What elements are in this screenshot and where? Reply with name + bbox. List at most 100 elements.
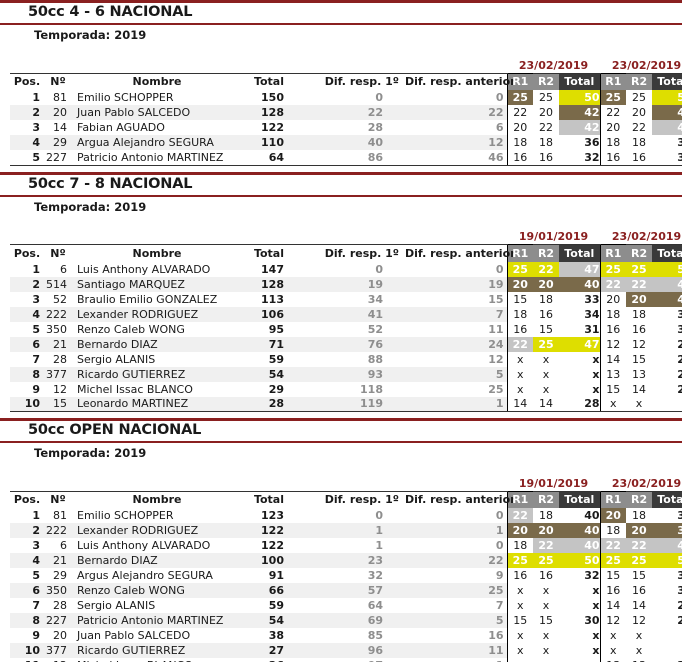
cell-diff-previous: 11 — [488, 322, 504, 336]
cell-race-r1: x — [506, 658, 533, 662]
cell-race-total: x — [652, 643, 682, 658]
spacer — [0, 460, 682, 474]
cell-race-r2: 20 — [533, 523, 559, 538]
cell-position: 1 — [32, 91, 40, 104]
cell-rider-name: Ricardo GUTIERREZ — [72, 366, 242, 382]
table-row[interactable]: 5 29 Argus Alejandro SEGURA 91 32 9 16 16 32 15 15… — [10, 568, 682, 583]
cell-race-r2: x — [542, 599, 550, 612]
cell-race-total: 34 — [584, 307, 600, 321]
cell-diff-first: 69 — [300, 613, 405, 628]
cell-rider-name: Juan Pablo SALCEDO — [77, 629, 191, 642]
category-title-bar: 50cc 4 - 6 NACIONAL — [0, 0, 682, 25]
col-header-r1: R1 — [506, 490, 533, 508]
season-label: Temporada: 2019 — [34, 446, 147, 460]
standings-table: 19/01/201923/02/201916/03/2019Pos.NºNomb… — [10, 474, 682, 662]
col-header-num: Nº — [44, 490, 72, 508]
col-header-difa: Dif. resp. anterior — [405, 244, 516, 262]
cell-race-r1: 22 — [506, 105, 533, 120]
cell-race-r1: 22 — [599, 276, 627, 292]
cell-race-r2: 16 — [632, 584, 647, 597]
cell-diff-previous: 22 — [405, 105, 507, 120]
cell-race-r1: 22 — [506, 336, 533, 352]
cell-race-r1: 25 — [506, 261, 533, 277]
cell-race-r2: 25 — [533, 336, 559, 352]
col-header-pos: Pos. — [10, 72, 44, 90]
cell-rider-name: Michel Issac BLANCO — [72, 658, 242, 662]
cell-rider-number: 20 — [44, 105, 72, 120]
col-header-pos: Pos. — [10, 244, 44, 262]
col-header-r1: R1 — [506, 244, 533, 262]
cell-position: 2 — [10, 523, 44, 538]
cell-race-total: x — [652, 628, 682, 643]
cell-race-total: 50 — [559, 553, 601, 568]
cell-diff-previous: 15 — [488, 292, 504, 306]
cell-race-r1: x — [599, 643, 627, 658]
cell-total-points: 122 — [261, 539, 284, 552]
cell-race-r1: 20 — [506, 276, 533, 292]
cell-race-r1: 16 — [506, 321, 533, 337]
cell-race-r1: 13 — [599, 366, 627, 382]
category-title-bar: 50cc OPEN NACIONAL — [0, 418, 682, 443]
table-row[interactable]: 8 227 Patricio Antonio MARTINEZ 54 69 5 15 15 30… — [10, 613, 682, 628]
cell-race-r2: x — [542, 382, 550, 396]
race-date: 23/02/2019 — [611, 230, 682, 243]
standings-table-wrapper: 19/01/201923/02/201916/03/2019Pos.NºNomb… — [0, 228, 682, 412]
table-row[interactable]: 4 29 Argua Alejandro SEGURA 110 40 12 18 18 36 18… — [10, 135, 682, 150]
cell-race-total: 50 — [652, 553, 682, 568]
cell-diff-previous: 25 — [405, 583, 507, 598]
table-row[interactable]: 1112Michel Issac BLANCO26971xxx131326xxx — [10, 658, 682, 662]
cell-diff-first: 23 — [300, 553, 405, 568]
cell-position: 1 — [32, 262, 40, 276]
cell-race-total: x — [559, 658, 601, 662]
table-row[interactable]: 3 52 Braulio Emilio GONZALEZ 113 34 15 15 18 33 2… — [10, 291, 682, 307]
cell-race-r1: 25 — [599, 553, 627, 568]
table-row[interactable]: 5 227 Patricio Antonio MARTINEZ 64 86 46 16 16 3… — [10, 150, 682, 166]
cell-race-r2: 20 — [626, 523, 653, 538]
cell-race-r2: 22 — [533, 538, 559, 553]
cell-rider-name: Luis Anthony ALVARADO — [77, 262, 211, 276]
cell-diff-previous: 9 — [495, 569, 504, 582]
cell-position: 10 — [10, 643, 44, 658]
cell-race-r1: x — [506, 628, 533, 643]
cell-diff-previous: 16 — [488, 629, 504, 642]
column-header-row: Pos. Nº Nombre Total Dif. resp. 1º Dif. resp.… — [10, 72, 682, 90]
cell-diff-previous: 5 — [405, 366, 507, 382]
col-header-r1: R1 — [506, 72, 533, 90]
cell-rider-name: Argua Alejandro SEGURA — [72, 135, 242, 150]
cell-race-r2: 16 — [632, 322, 647, 336]
spacer — [0, 42, 682, 56]
cell-race-r2: 22 — [539, 121, 553, 134]
cell-race-r2: 16 — [533, 150, 559, 166]
cell-rider-number: 12 — [44, 658, 72, 662]
cell-rider-number: 350 — [46, 322, 67, 336]
cell-race-total: 29 — [677, 352, 682, 366]
cell-race-r1: 20 — [599, 291, 627, 307]
cell-position: 4 — [10, 135, 44, 150]
category-title: 50cc OPEN NACIONAL — [28, 422, 202, 438]
cell-race-r2: 20 — [539, 106, 553, 119]
cell-rider-number: 81 — [53, 509, 67, 522]
cell-position: 9 — [32, 382, 40, 396]
season-label: Temporada: 2019 — [34, 28, 147, 42]
cell-rider-name: Renzo Caleb WONG — [72, 583, 242, 598]
